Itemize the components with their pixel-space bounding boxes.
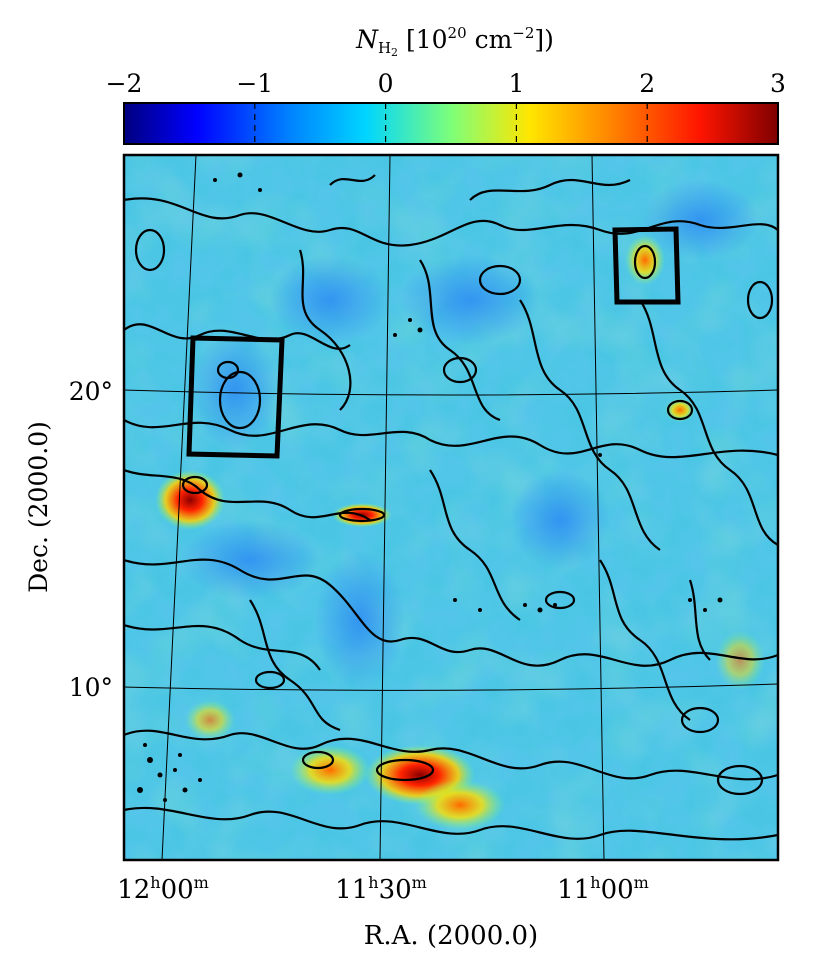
x-axis: 12h00m 11h30m 11h00m R.A. (2000.0) xyxy=(117,873,649,951)
map-panel xyxy=(122,153,780,862)
y-tick-20: 20° xyxy=(69,377,113,406)
y-tick-10: 10° xyxy=(69,673,113,702)
region-box-left xyxy=(186,335,285,459)
contour-specks xyxy=(137,172,723,802)
colorbar-tick-label: 2 xyxy=(639,69,655,98)
map-frame xyxy=(122,153,780,862)
x-tick-12h00m: 12h00m xyxy=(117,873,209,905)
colorbar-tick-label: −2 xyxy=(106,69,143,98)
graticule xyxy=(124,155,778,860)
colorbar-tick-label: 1 xyxy=(508,69,524,98)
y-axis-label: Dec. (2000.0) xyxy=(24,421,53,593)
hotspot-west xyxy=(155,470,225,530)
colorbar-tick-label: −1 xyxy=(236,69,273,98)
colorbar: −2 −1 0 1 2 3 xyxy=(106,69,786,145)
region-box-right xyxy=(612,226,681,305)
x-tick-11h00m: 11h00m xyxy=(557,873,649,905)
y-axis: 20° 10° Dec. (2000.0) xyxy=(24,377,113,702)
colorbar-tick-label: 0 xyxy=(378,69,394,98)
colorbar-label: NH2 [1020 cm−2]) xyxy=(355,24,554,59)
contours xyxy=(124,174,778,841)
x-tick-11h30m: 11h30m xyxy=(335,873,427,905)
colorbar-gradient xyxy=(123,102,779,145)
x-axis-label: R.A. (2000.0) xyxy=(364,921,538,951)
colorbar-tick-label: 3 xyxy=(770,69,786,98)
